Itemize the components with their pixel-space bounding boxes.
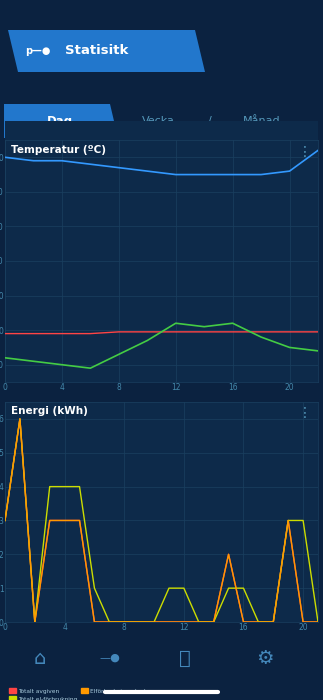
Text: ⚙: ⚙ (256, 648, 274, 668)
FancyBboxPatch shape (5, 120, 318, 140)
Text: —●: —● (99, 653, 120, 663)
Text: Energi (kWh): Energi (kWh) (11, 407, 88, 416)
Text: ⌂: ⌂ (34, 648, 46, 668)
Text: Dag: Dag (47, 115, 73, 127)
Text: ⓘ: ⓘ (179, 648, 191, 668)
Polygon shape (4, 104, 118, 138)
Text: ⋮: ⋮ (298, 145, 312, 159)
Text: Statisitk: Statisitk (65, 45, 128, 57)
Text: Temperatur (ºC): Temperatur (ºC) (11, 145, 106, 155)
Legend: Rum-Nuvarande (VK1), Varmvatten-{Varmvatten1}, Utomhustemperatur: Rum-Nuvarande (VK1), Varmvatten-{Varmvat… (8, 436, 173, 452)
Legend: Totalt avgiven, Totalt el-förbrukning, Elförbrukning elpatron: Totalt avgiven, Totalt el-förbrukning, E… (8, 687, 157, 700)
Text: Vecka: Vecka (141, 116, 174, 126)
Polygon shape (8, 30, 205, 72)
Text: /: / (208, 116, 212, 126)
Text: ⋮: ⋮ (298, 407, 312, 421)
Text: Månad: Månad (243, 116, 281, 126)
Text: p—●: p—● (25, 46, 51, 56)
